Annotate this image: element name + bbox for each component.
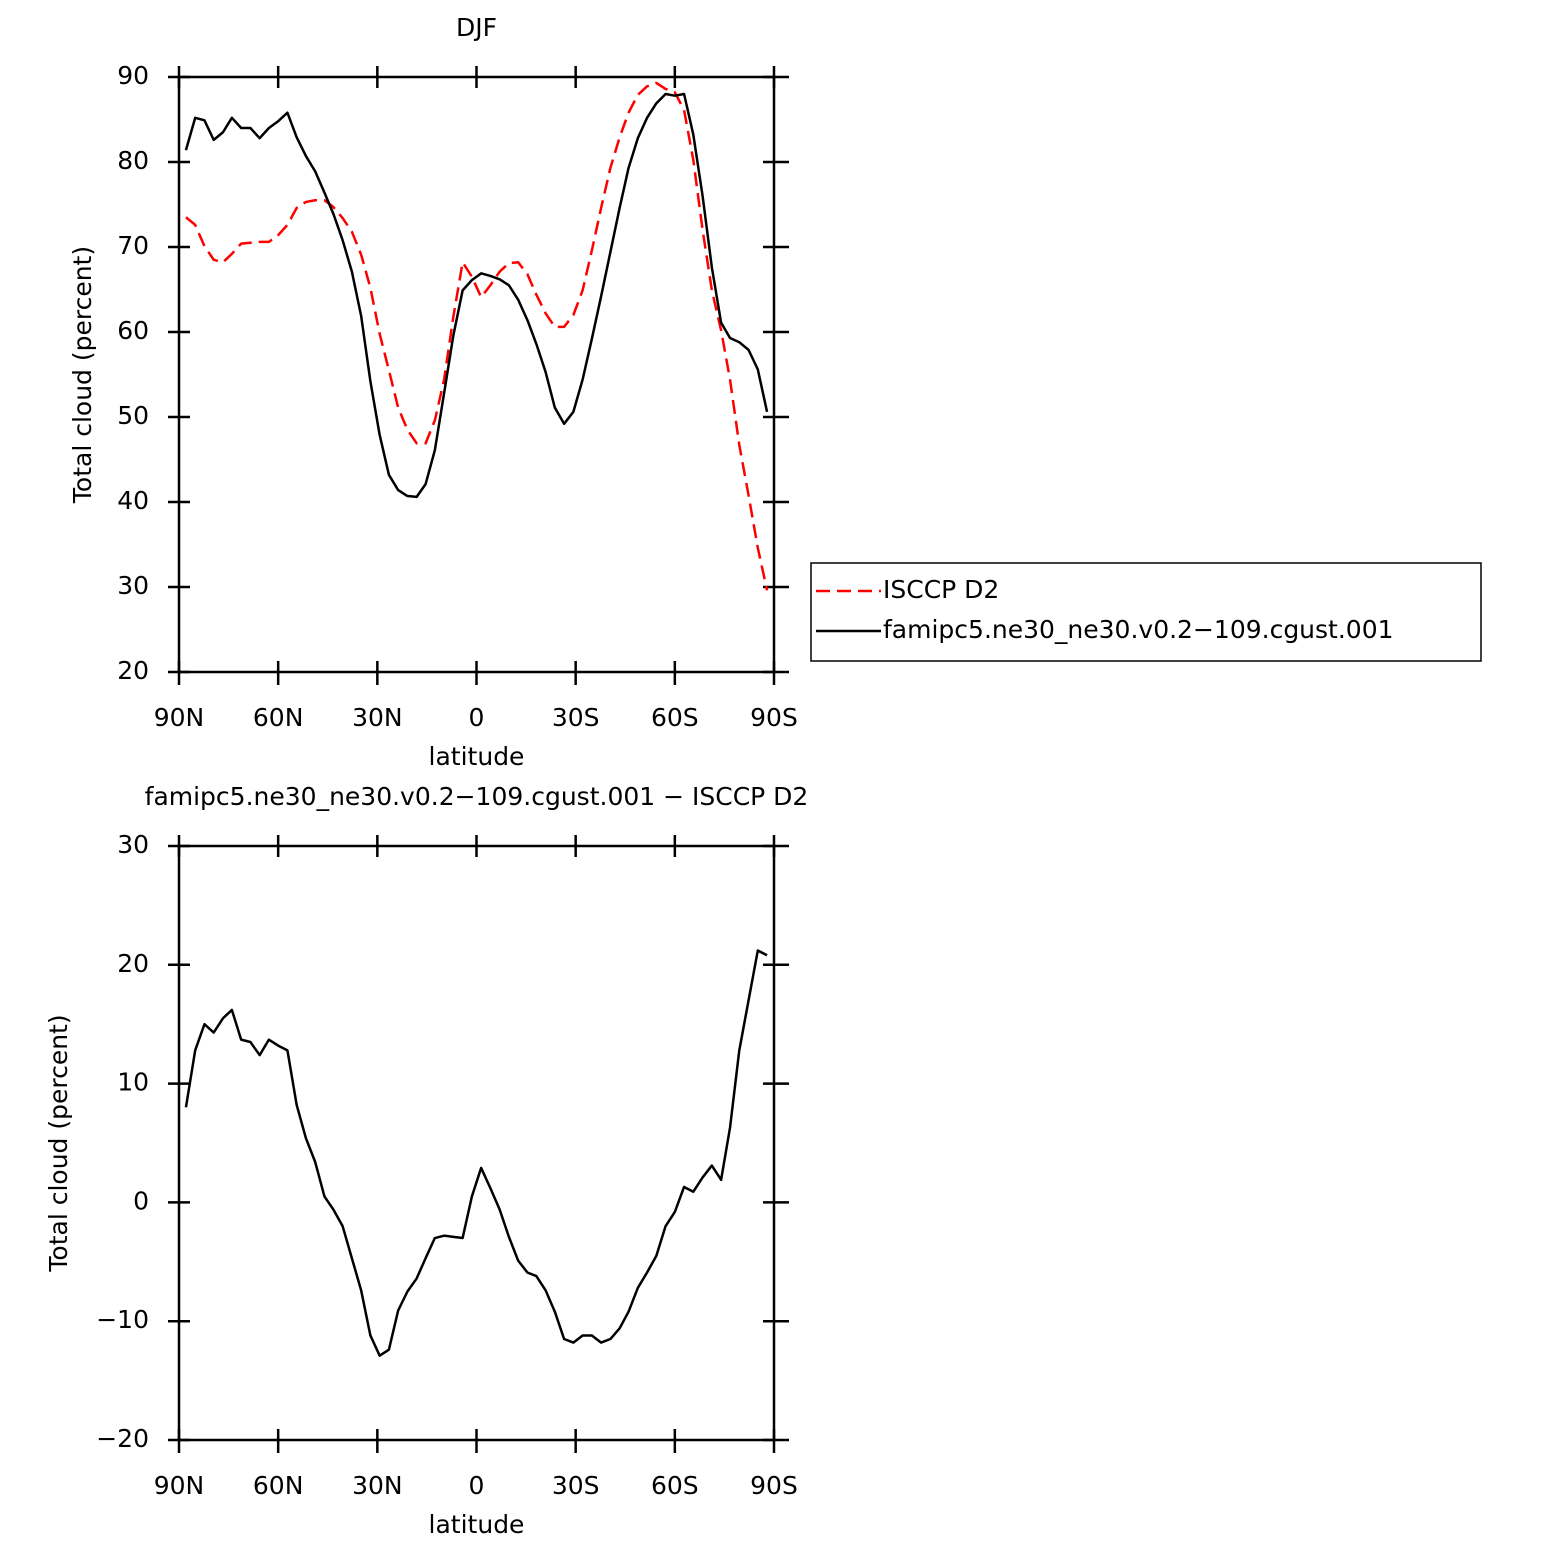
y-tick-label: 10 xyxy=(117,1068,149,1097)
y-tick-label: −10 xyxy=(96,1305,149,1334)
y-tick-label: 50 xyxy=(117,401,149,430)
x-tick-label: 60S xyxy=(651,703,699,732)
x-tick-label: 0 xyxy=(469,1471,485,1500)
legend-label: famipc5.ne30_ne30.v0.2−109.cgust.001 xyxy=(883,615,1394,644)
x-tick-label: 30N xyxy=(352,1471,403,1500)
x-tick-label: 90S xyxy=(750,703,798,732)
y-axis-label: Total cloud (percent) xyxy=(44,1014,73,1272)
y-tick-label: 30 xyxy=(117,571,149,600)
x-axis-label: latitude xyxy=(429,742,525,771)
x-tick-label: 30N xyxy=(352,703,403,732)
data-line xyxy=(184,949,768,1357)
legend-box xyxy=(810,562,1482,662)
y-tick-label: 30 xyxy=(117,830,149,859)
y-tick-label: 20 xyxy=(117,656,149,685)
x-tick-label: 90N xyxy=(154,1471,205,1500)
y-tick-label: 60 xyxy=(117,316,149,345)
x-tick-label: 30S xyxy=(552,703,600,732)
y-tick-label: 20 xyxy=(117,949,149,978)
chart-title: DJF xyxy=(456,13,497,42)
y-tick-label: −20 xyxy=(96,1424,149,1453)
y-axis-label: Total cloud (percent) xyxy=(68,246,97,504)
y-tick-label: 90 xyxy=(117,61,149,90)
x-tick-label: 60N xyxy=(253,1471,304,1500)
series-line xyxy=(185,81,769,591)
x-axis-label: latitude xyxy=(429,1510,525,1539)
plot-frame xyxy=(177,75,776,674)
y-tick-label: 70 xyxy=(117,231,149,260)
x-tick-label: 90S xyxy=(750,1471,798,1500)
x-tick-label: 30S xyxy=(552,1471,600,1500)
series-line xyxy=(184,92,769,499)
y-tick-label: 40 xyxy=(117,486,149,515)
y-tick-label: 0 xyxy=(133,1186,149,1215)
legend-label: ISCCP D2 xyxy=(883,575,999,604)
x-tick-label: 60S xyxy=(651,1471,699,1500)
x-tick-label: 60N xyxy=(253,703,304,732)
plot-frame xyxy=(177,844,776,1442)
x-tick-label: 90N xyxy=(154,703,205,732)
x-tick-label: 0 xyxy=(469,703,485,732)
chart-title: famipc5.ne30_ne30.v0.2−109.cgust.001 − I… xyxy=(145,782,809,811)
y-tick-label: 80 xyxy=(117,146,149,175)
